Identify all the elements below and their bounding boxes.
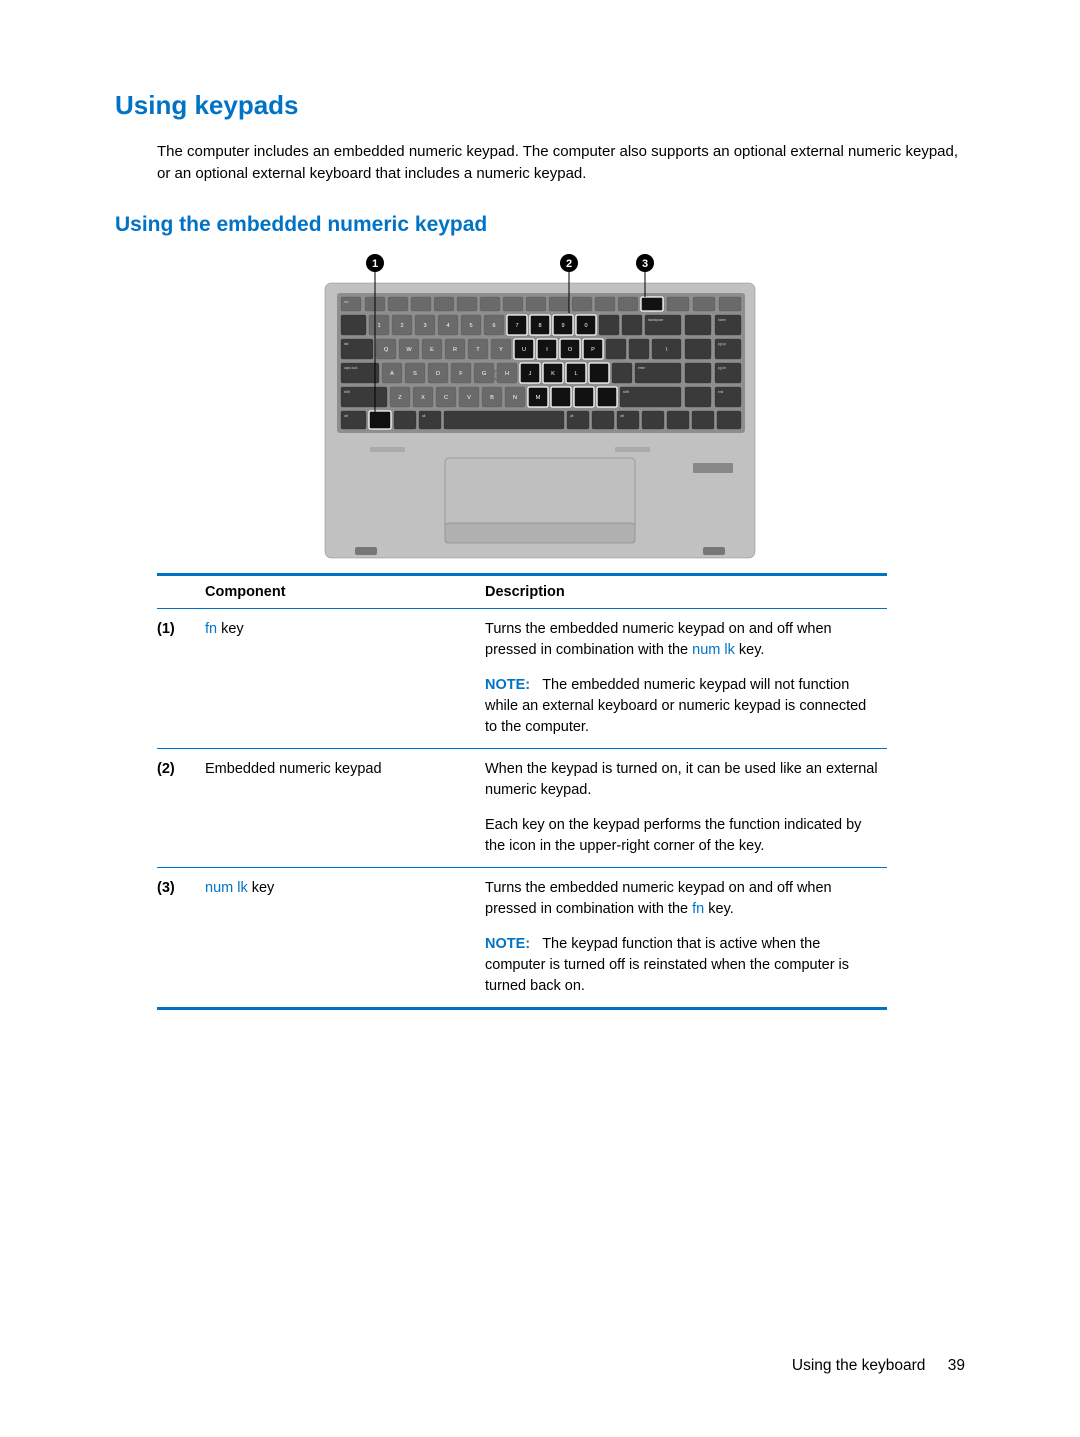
svg-text:4: 4 [446,323,449,329]
row2-component: Embedded numeric keypad [205,748,485,867]
svg-text:alt: alt [422,414,425,418]
svg-text:caps lock: caps lock [344,366,358,370]
row3-description: Turns the embedded numeric keypad on and… [485,867,887,1008]
svg-text:H: H [505,371,509,377]
fn-term: fn [205,621,217,637]
svg-text:pg up: pg up [718,342,726,346]
svg-text:home: home [718,318,726,322]
svg-text:pg dn: pg dn [718,366,726,370]
svg-text:esc: esc [344,300,349,304]
svg-text:X: X [421,395,425,401]
row1-description: Turns the embedded numeric keypad on and… [485,608,887,748]
row1-num: (1) [157,608,205,748]
svg-text:O: O [568,347,573,353]
svg-text:D: D [436,371,440,377]
svg-text:ctrl: ctrl [344,414,349,418]
svg-text:alt: alt [570,414,573,418]
svg-text:S: S [413,371,417,377]
svg-text:L: L [574,371,577,377]
svg-text:3: 3 [423,323,426,329]
svg-text:J: J [529,371,532,377]
svg-text:N: N [513,395,517,401]
svg-text:W: W [406,347,412,353]
svg-text:A: A [390,371,394,377]
svg-text:1: 1 [377,323,380,329]
th-component: Component [205,574,485,608]
component-table: Component Description (1) fn key Turns t… [157,573,887,1010]
svg-text:V: V [467,395,471,401]
svg-text:6: 6 [492,323,495,329]
svg-text:5: 5 [469,323,472,329]
svg-text:Z: Z [398,395,402,401]
svg-text:tab: tab [344,342,349,346]
keyboard-diagram: esc1234567890backspacehometabQWERTYUIOP\… [315,253,765,563]
numlk-term: num lk [205,880,248,896]
svg-text:8: 8 [538,323,541,329]
svg-text:backspace: backspace [648,318,663,322]
svg-text:1: 1 [372,258,378,270]
svg-text:Y: Y [499,347,503,353]
row2-num: (2) [157,748,205,867]
svg-text:shift: shift [344,390,350,394]
heading-embedded-keypad: Using the embedded numeric keypad [115,213,965,237]
svg-text:U: U [522,347,526,353]
svg-text:3: 3 [642,258,648,270]
svg-text:Q: Q [384,347,389,353]
svg-text:G: G [482,371,486,377]
svg-text:7: 7 [515,323,518,329]
intro-paragraph: The computer includes an embedded numeri… [157,141,965,185]
svg-text:enter: enter [638,366,646,370]
heading-using-keypads: Using keypads [115,90,965,121]
svg-text:M: M [536,395,541,401]
row3-component: num lk key [205,867,485,1008]
svg-text:K: K [551,371,555,377]
page-footer: Using the keyboard 39 [792,1357,965,1375]
svg-text:C: C [444,395,448,401]
row1-component: fn key [205,608,485,748]
svg-text:T: T [476,347,480,353]
svg-text:2: 2 [566,258,572,270]
svg-text:F: F [459,371,463,377]
svg-text:0: 0 [584,323,587,329]
svg-text:R: R [453,347,457,353]
svg-text:shift: shift [623,390,629,394]
row3-num: (3) [157,867,205,1008]
svg-text:ctrl: ctrl [620,414,625,418]
svg-text:9: 9 [561,323,564,329]
svg-text:2: 2 [400,323,403,329]
svg-text:P: P [591,347,595,353]
svg-text:B: B [490,395,494,401]
svg-text:E: E [430,347,434,353]
th-description: Description [485,574,887,608]
row2-description: When the keypad is turned on, it can be … [485,748,887,867]
svg-text:end: end [718,390,724,394]
